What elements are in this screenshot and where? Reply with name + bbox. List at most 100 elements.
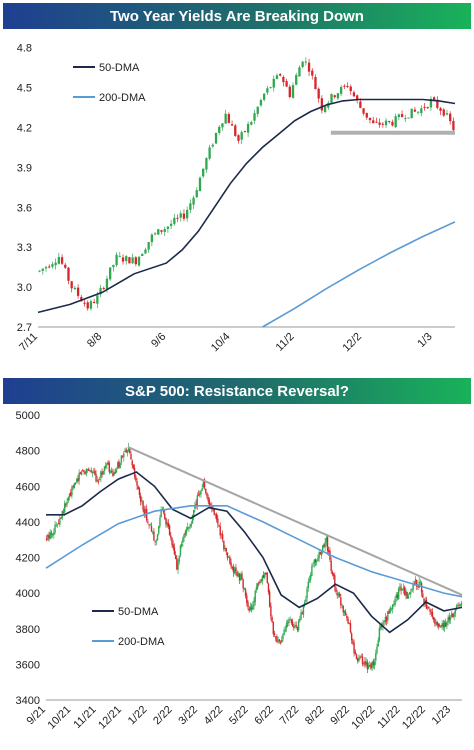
chart1-candle-body	[265, 572, 267, 575]
chart0-candle-body	[282, 76, 285, 83]
chart0-candle-body	[410, 108, 413, 119]
chart0-candle-body	[240, 132, 243, 140]
chart0-candle-body	[275, 75, 279, 79]
chart1-candle-body	[200, 490, 202, 495]
chart0-y-tick-label: 4.5	[17, 83, 32, 95]
chart1-candle-body	[300, 612, 302, 620]
chart1-candle-body	[45, 538, 48, 540]
chart0-candle-body	[157, 229, 160, 235]
chart1-candle-body	[410, 592, 412, 594]
chart1-candle-body	[173, 547, 176, 555]
chart0-candle-body	[48, 266, 51, 268]
chart0-candle-body	[311, 70, 314, 76]
chart0-candle-body	[246, 123, 250, 133]
chart1-candle-body	[308, 579, 311, 582]
chart1-candle-body	[168, 525, 171, 536]
chart1-x-tick-label: 7/22	[278, 704, 302, 728]
chart0-candle-body	[314, 77, 317, 90]
chart1-candle-body	[113, 472, 115, 475]
chart1-y-tick-label: 4400	[16, 517, 40, 529]
chart1-candle-body	[447, 617, 449, 623]
chart1-candle-body	[434, 618, 436, 624]
chart1-candle-body	[76, 479, 78, 482]
chart1-candle-body	[154, 540, 156, 542]
chart0-candle-body	[272, 78, 275, 88]
chart1-candle-body	[112, 472, 114, 477]
chart1-candle-body	[153, 531, 155, 541]
chart1-candle-body	[455, 605, 458, 610]
chart1-candle-body	[382, 622, 384, 627]
chart1-candle-body	[78, 472, 80, 481]
chart0-candle-body	[359, 101, 362, 108]
chart0-candle-body	[317, 88, 320, 99]
chart1-candle-body	[284, 629, 287, 631]
chart1-candle-body	[319, 552, 322, 555]
chart1-candle-body	[177, 561, 179, 570]
chart1-candle-body	[268, 591, 271, 607]
chart0-candle-body	[105, 278, 109, 290]
chart1-candle-body	[267, 583, 270, 593]
chart1-candle-body	[156, 534, 159, 541]
chart1-candle-body	[90, 470, 92, 473]
chart0-candle-body	[195, 190, 198, 198]
chart1-candle-body	[260, 580, 262, 582]
chart1-candle-body	[356, 658, 359, 661]
chart1-candle-body	[218, 525, 220, 527]
yields-chart-title: Two Year Yields Are Breaking Down	[3, 3, 471, 29]
chart1-candle-body	[326, 537, 329, 551]
chart0-candle-body	[362, 108, 365, 114]
chart1-candle-body	[148, 524, 150, 526]
chart1-y-tick-label: 4800	[16, 446, 40, 458]
chart0-candle-body	[179, 213, 182, 218]
chart1-candle-body	[206, 492, 208, 497]
chart1-candle-body	[296, 626, 299, 631]
chart1-resistance-line	[127, 446, 463, 596]
chart1-candle-body	[82, 470, 84, 472]
chart1-y-tick-label: 3800	[16, 624, 40, 636]
chart0-candle-body	[372, 120, 375, 124]
chart1-candle-body	[378, 627, 381, 641]
chart0-candle-body	[445, 113, 449, 115]
chart0-candle-body	[192, 197, 195, 205]
chart1-candle-body	[431, 611, 434, 617]
chart1-candle-body	[220, 533, 223, 535]
chart1-candle-body	[324, 542, 326, 548]
chart1-candle-body	[186, 526, 189, 530]
chart0-candle-body	[452, 120, 455, 131]
chart1-candle-body	[273, 633, 276, 635]
chart1-candle-body	[55, 524, 57, 526]
chart1-x-tick-label: 11/22	[375, 704, 402, 731]
chart1-candle-body	[190, 523, 192, 526]
chart1-x-tick-label: 1/23	[430, 704, 454, 728]
chart1-candle-body	[259, 580, 261, 584]
chart1-candle-body	[91, 471, 94, 474]
chart1-candle-body	[231, 567, 233, 569]
chart1-candle-body	[254, 590, 256, 603]
chart1-candle-body	[115, 470, 118, 473]
chart1-candle-body	[79, 472, 82, 475]
chart1-candle-body	[307, 581, 309, 589]
chart1-candle-body	[180, 543, 183, 547]
chart0-candle-body	[346, 85, 349, 87]
chart1-candle-body	[96, 480, 98, 482]
chart1-candle-body	[328, 550, 330, 553]
sp500-chart-title: S&P 500: Resistance Reversal?	[3, 378, 471, 404]
chart0-candle-body	[237, 135, 240, 141]
chart0-candle-body	[109, 267, 112, 280]
chart1-candle-body	[139, 495, 142, 502]
chart1-candle-body	[266, 572, 268, 583]
chart1-candle-body	[237, 573, 240, 577]
chart1-y-tick-label: 3600	[16, 659, 40, 671]
chart1-y-tick-label: 4200	[16, 553, 40, 565]
chart0-candle-body	[381, 123, 384, 125]
chart1-candle-body	[443, 621, 446, 628]
chart0-candle-body	[250, 122, 253, 125]
chart1-candle-body	[188, 527, 190, 529]
chart1-candle-body	[185, 528, 188, 534]
chart1-candle-body	[325, 537, 328, 543]
chart0-candle-body	[141, 253, 144, 256]
chart1-candle-body	[226, 552, 229, 559]
chart1-candle-body	[442, 623, 445, 627]
chart1-legend-label: 50-DMA	[118, 606, 159, 618]
chart1-candle-body	[248, 608, 250, 611]
